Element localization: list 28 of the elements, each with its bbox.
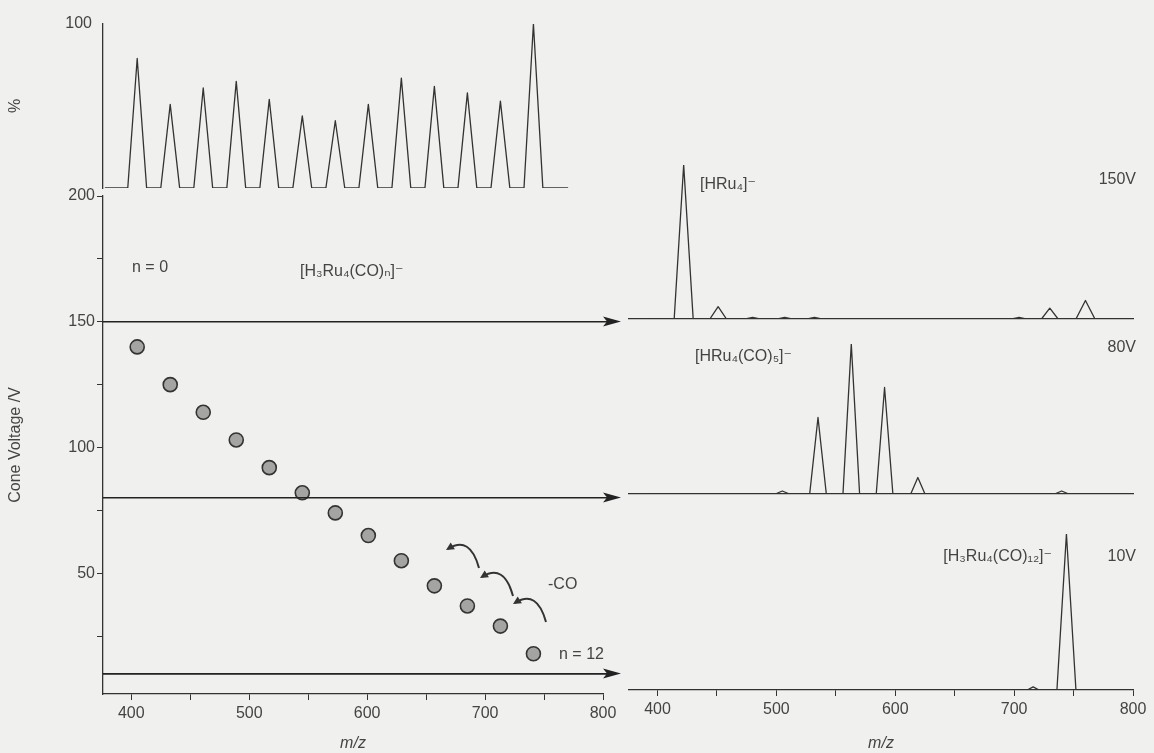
annotation: n = 0: [132, 258, 169, 276]
x-tick-label: 800: [1119, 700, 1147, 718]
x-axis-title: m/z: [340, 733, 366, 751]
y-axis-title: %: [6, 98, 24, 114]
x-tick-label: 500: [763, 700, 790, 718]
annotation: 80V: [1107, 338, 1137, 356]
annotation: [H₃Ru₄(CO)ₙ]⁻: [300, 262, 404, 280]
annotation: [HRu₄]⁻: [700, 175, 756, 193]
y-tick-label: 50: [77, 563, 96, 581]
y-tick-label: 100: [68, 437, 96, 455]
annotation: -CO: [548, 575, 578, 593]
y-tick-label: 150: [68, 312, 96, 330]
annotation: [H₃Ru₄(CO)₁₂]⁻: [943, 547, 1052, 565]
annotation: n = 12: [559, 645, 605, 663]
x-tick-label: 700: [471, 704, 499, 722]
x-tick-label: 700: [1000, 700, 1028, 718]
annotation: 10V: [1107, 547, 1137, 565]
annotation: 150V: [1098, 170, 1137, 188]
y-axis-title: Cone Voltage /V: [6, 386, 24, 503]
x-axis-title: m/z: [868, 733, 894, 751]
annotation: [HRu₄(CO)₅]⁻: [695, 347, 792, 365]
x-tick-label: 600: [353, 704, 381, 722]
x-tick-label: 400: [117, 704, 145, 722]
x-tick-label: 400: [644, 700, 671, 718]
x-tick-label: 600: [881, 700, 909, 718]
x-tick-label: 500: [235, 704, 263, 722]
y-tick-label: 200: [68, 186, 96, 204]
x-tick-label: 800: [589, 704, 617, 722]
